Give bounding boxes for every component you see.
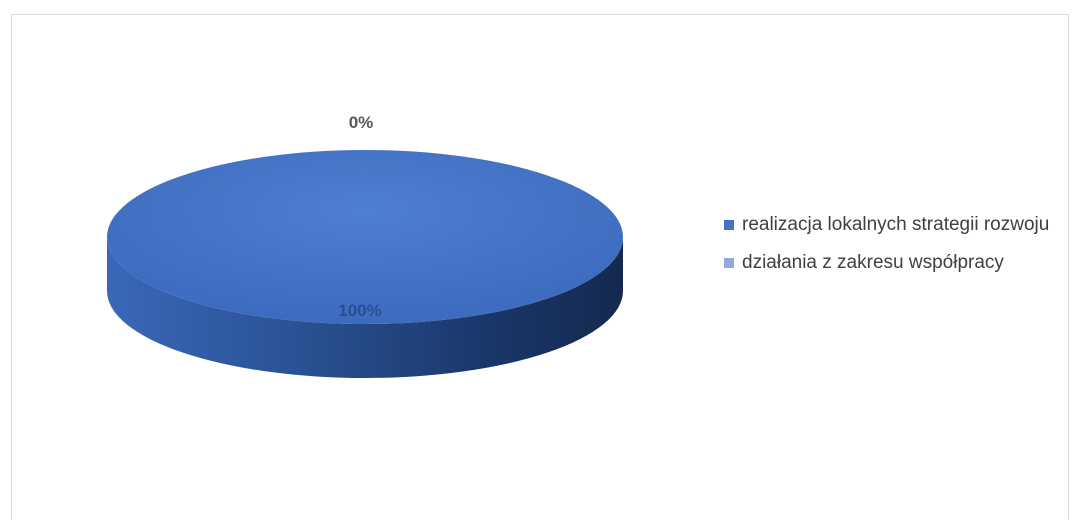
legend-label-0: realizacja lokalnych strategii rozwoju	[742, 214, 1050, 235]
legend-swatch-1	[724, 258, 734, 268]
legend-label-1: działania z zakresu współpracy	[742, 252, 1004, 273]
legend-item-0: realizacja lokalnych strategii rozwoju	[724, 212, 1064, 238]
legend: realizacja lokalnych strategii rozwoju d…	[724, 212, 1064, 288]
pie-slice-side-0	[107, 237, 623, 378]
legend-swatch-0	[724, 220, 734, 230]
data-label-1: 0%	[349, 113, 374, 132]
pie-slice-0	[107, 150, 623, 324]
data-label-0: 100%	[338, 301, 381, 320]
legend-item-1: działania z zakresu współpracy	[724, 250, 1064, 276]
pie-layer: 100% 0%	[107, 113, 623, 378]
